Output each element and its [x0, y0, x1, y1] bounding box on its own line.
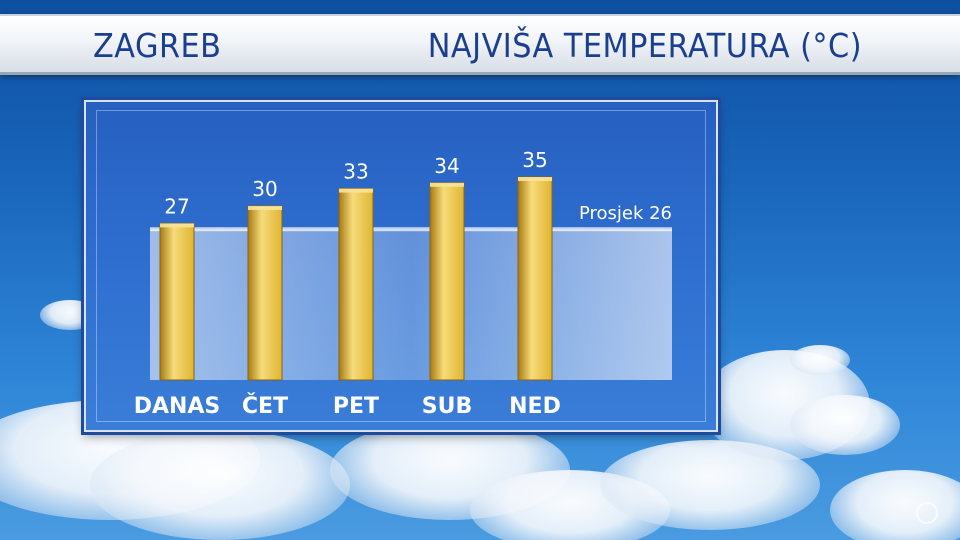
- day-label: ČET: [242, 393, 288, 419]
- title-bar: ZAGREB NAJVIŠA TEMPERATURA (°C): [0, 14, 960, 75]
- day-label: SUB: [422, 394, 472, 419]
- cloud: [830, 470, 960, 540]
- bar-cap: [248, 206, 282, 210]
- bar-cap: [518, 177, 552, 181]
- day-label: DANAS: [134, 394, 221, 419]
- bar-cap: [339, 188, 373, 193]
- bar-čet: [247, 205, 283, 381]
- bar-ned: [517, 176, 553, 381]
- cloud: [790, 395, 900, 455]
- channel-logo-icon: [916, 502, 938, 524]
- city-name: ZAGREB: [93, 26, 222, 65]
- bar-danas: [159, 222, 195, 381]
- average-label: Prosjek 26: [579, 203, 672, 224]
- average-line: [150, 227, 672, 232]
- cloud: [90, 430, 350, 540]
- bar-sub: [429, 182, 465, 381]
- day-label: NED: [509, 394, 561, 419]
- value-label: 35: [522, 148, 547, 172]
- bar-cap: [160, 223, 194, 228]
- bar-cap: [430, 182, 464, 187]
- day-label: PET: [333, 394, 379, 419]
- value-label: 34: [434, 154, 459, 178]
- value-label: 30: [252, 177, 277, 201]
- value-label: 27: [164, 194, 189, 218]
- bar-pet: [338, 188, 374, 381]
- cloud: [790, 345, 850, 375]
- average-band: [150, 229, 672, 380]
- value-label: 33: [343, 160, 368, 184]
- chart-title: NAJVIŠA TEMPERATURA (°C): [427, 26, 862, 65]
- chart-panel-frame: [96, 110, 706, 422]
